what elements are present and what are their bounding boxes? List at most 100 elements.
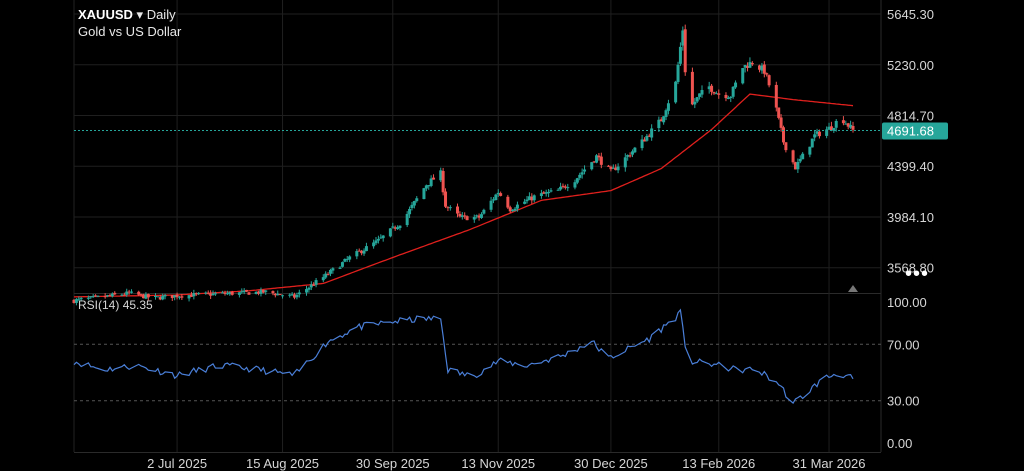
candle-body bbox=[321, 277, 325, 281]
moving-average bbox=[73, 93, 854, 298]
candle-body bbox=[444, 191, 448, 207]
candle-body bbox=[695, 97, 699, 102]
candle-body bbox=[106, 295, 110, 297]
candle-body bbox=[257, 291, 261, 294]
more-dots-icon[interactable]: ••• bbox=[905, 263, 930, 285]
candle-body bbox=[189, 294, 193, 297]
candle-body bbox=[832, 128, 836, 131]
candle-body bbox=[192, 293, 196, 297]
axes: 2 Jul 2025 15 Aug 2025 30 Sep 2025 13 Nov 2… bbox=[147, 7, 934, 471]
candle-body bbox=[357, 250, 361, 252]
candle-body bbox=[525, 199, 529, 202]
candle-body bbox=[544, 192, 548, 194]
candle-body bbox=[396, 227, 400, 230]
candle-body bbox=[432, 177, 436, 180]
candle-body bbox=[676, 64, 680, 82]
candle-body bbox=[793, 162, 797, 170]
candle-body bbox=[170, 295, 174, 299]
candle-body bbox=[563, 186, 567, 188]
candle-body bbox=[446, 207, 450, 209]
candle-body bbox=[72, 299, 76, 303]
candle-body bbox=[707, 86, 711, 90]
candle-body bbox=[674, 81, 678, 103]
candle-body bbox=[293, 294, 297, 298]
candle-body bbox=[616, 166, 620, 171]
chart-header: XAUUSD ▾ Daily Gold vs US Dollar bbox=[78, 6, 181, 40]
candle-body bbox=[724, 94, 728, 99]
candle-body bbox=[173, 295, 177, 298]
candle-body bbox=[729, 96, 733, 98]
x-tick-label: 2 Jul 2025 bbox=[147, 456, 207, 471]
y-tick-label: 3568.80 bbox=[887, 261, 934, 276]
candle-body bbox=[633, 147, 637, 153]
candle-body bbox=[561, 185, 565, 187]
candle-body bbox=[846, 123, 850, 127]
candle-body bbox=[261, 289, 265, 293]
candle-body bbox=[163, 295, 167, 297]
candle-body bbox=[374, 240, 378, 244]
candle-body bbox=[506, 196, 510, 208]
candle-body bbox=[86, 297, 90, 299]
candle-body bbox=[611, 167, 615, 169]
timeframe-label[interactable]: Daily bbox=[146, 7, 176, 22]
candle-body bbox=[607, 165, 611, 167]
candle-body bbox=[398, 225, 402, 228]
candle-body bbox=[597, 155, 601, 158]
candle-body bbox=[834, 120, 838, 128]
candle-body bbox=[328, 269, 332, 274]
candle-body bbox=[559, 186, 563, 190]
candle-body bbox=[379, 237, 383, 239]
moving-average-line bbox=[73, 93, 854, 298]
candle-body bbox=[415, 198, 419, 202]
candle-body bbox=[714, 93, 718, 95]
candle-body bbox=[813, 134, 817, 138]
candle-body bbox=[295, 294, 299, 298]
candle-body bbox=[580, 172, 584, 175]
candle-body bbox=[781, 127, 785, 143]
candle-body bbox=[364, 246, 368, 252]
symbol-label[interactable]: XAUUSD bbox=[78, 7, 133, 22]
rsi-value: 45.35 bbox=[122, 298, 153, 312]
candle-body bbox=[590, 162, 594, 170]
candle-body bbox=[482, 209, 486, 214]
candle-body bbox=[626, 155, 630, 157]
last-price-marker: 4691.68 bbox=[74, 122, 948, 292]
candle-body bbox=[796, 161, 800, 170]
rsi-tick-label: 30.00 bbox=[887, 394, 920, 409]
candle-body bbox=[549, 190, 553, 192]
candle-body bbox=[841, 120, 845, 124]
candle-body bbox=[127, 291, 131, 293]
candle-body bbox=[273, 293, 277, 296]
candle-body bbox=[746, 66, 750, 68]
candle-body bbox=[429, 178, 433, 186]
candle-body bbox=[405, 213, 409, 226]
y-tick-label: 3984.10 bbox=[887, 210, 934, 225]
last-price-badge bbox=[882, 122, 948, 140]
candle-body bbox=[779, 117, 783, 128]
candle-body bbox=[508, 207, 512, 212]
candle-body bbox=[77, 298, 81, 300]
candle-body bbox=[592, 161, 596, 163]
candle-body bbox=[734, 82, 738, 88]
candle-body bbox=[784, 142, 788, 151]
candle-body bbox=[609, 166, 613, 170]
candle-body bbox=[391, 226, 395, 228]
candle-body bbox=[578, 174, 582, 178]
candlestick-series bbox=[72, 24, 855, 306]
candle-body bbox=[630, 151, 634, 155]
candle-body bbox=[456, 206, 460, 214]
candle-body bbox=[314, 280, 318, 285]
candle-body bbox=[340, 262, 344, 267]
candle-body bbox=[515, 204, 519, 209]
candle-body bbox=[108, 295, 112, 297]
candle-body bbox=[211, 293, 215, 296]
rsi-label: RSI(14) bbox=[78, 298, 120, 312]
candle-body bbox=[96, 295, 100, 297]
candle-body bbox=[146, 294, 150, 298]
candle-body bbox=[829, 126, 833, 131]
caret-icon[interactable]: ▾ bbox=[136, 7, 144, 22]
candle-body bbox=[381, 235, 385, 239]
candle-body bbox=[448, 207, 452, 209]
candle-body bbox=[547, 191, 551, 194]
